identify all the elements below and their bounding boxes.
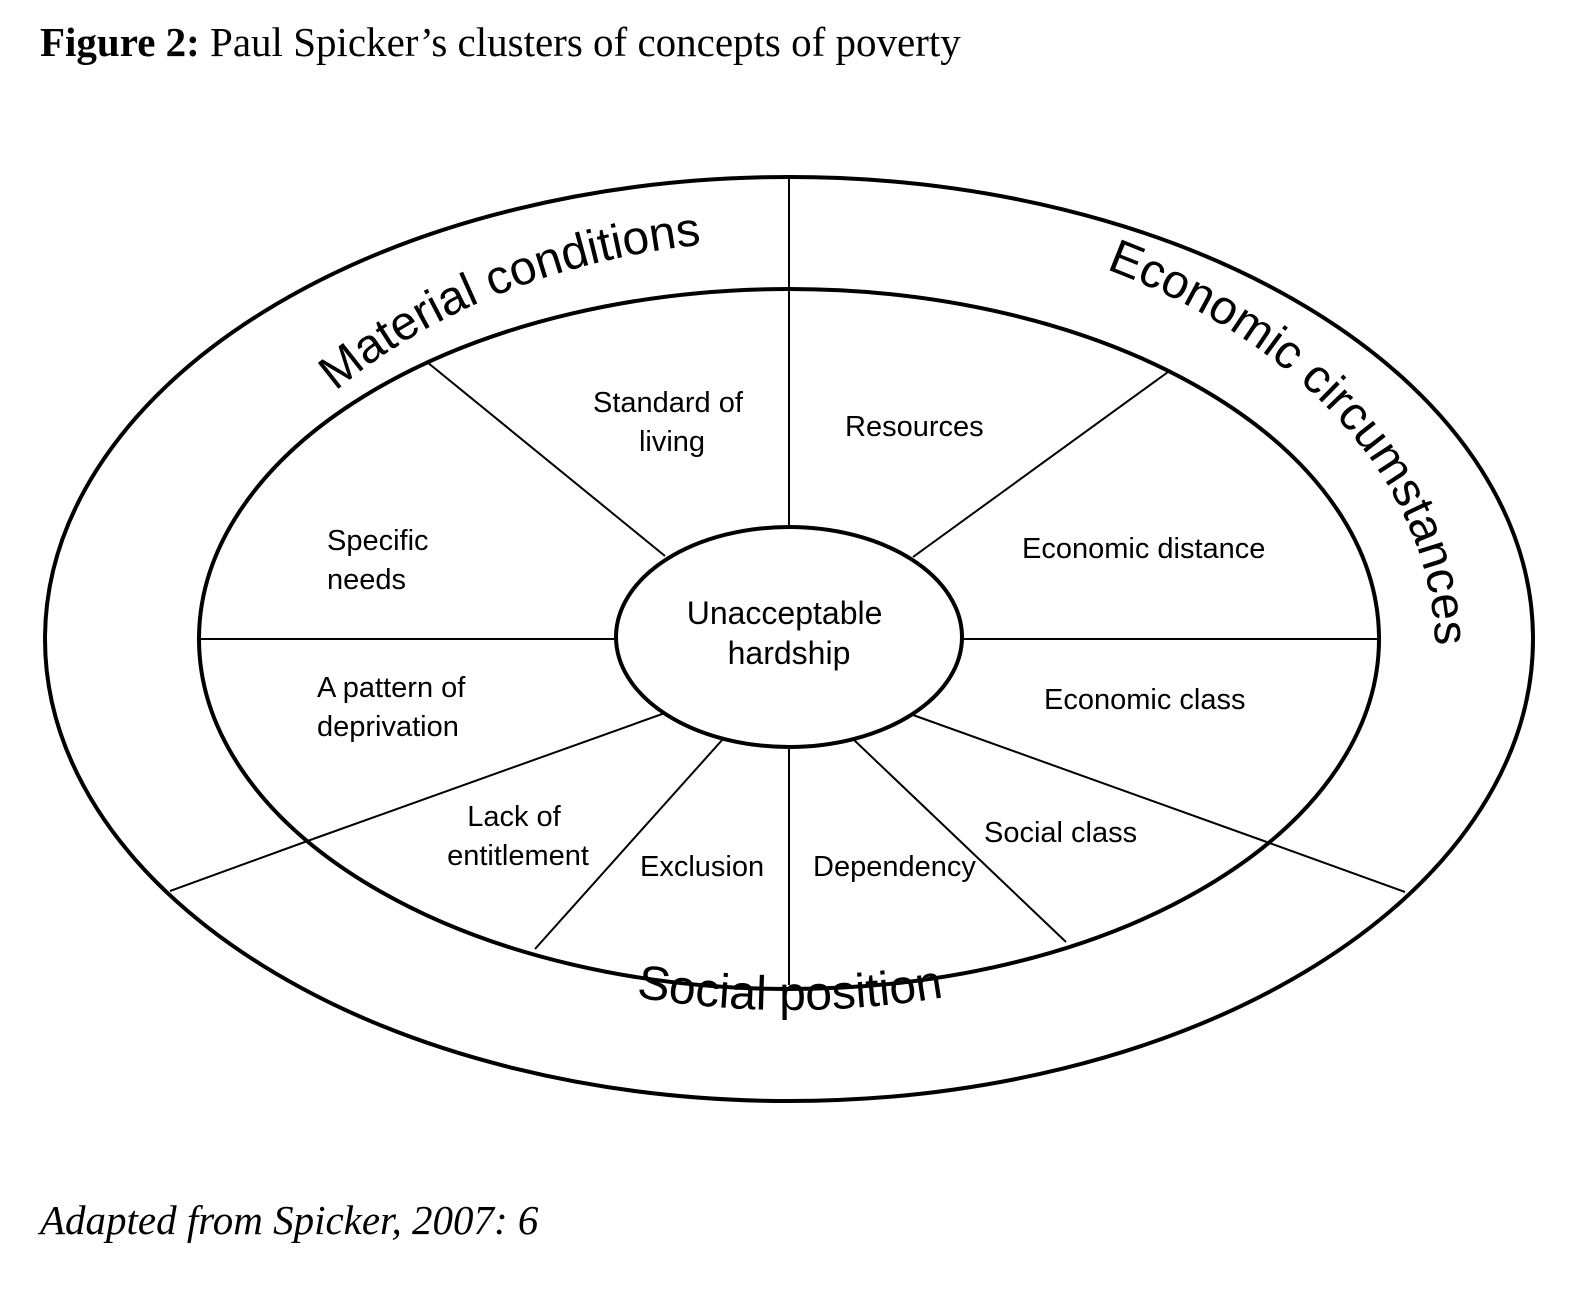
spoke-lower-left — [312, 712, 666, 840]
spoke-bottom-right — [852, 738, 1067, 943]
figure-title-text: Paul Spicker’s clusters of concepts of p… — [210, 19, 961, 65]
center-label-line1: Unacceptable — [687, 595, 883, 631]
center-ellipse — [614, 525, 964, 749]
center-label-line2: hardship — [728, 635, 851, 671]
spoke-upper-left — [426, 361, 666, 557]
segment-lack-of-entitlement: Lack of entitlement — [447, 801, 589, 872]
segment-exclusion: Exclusion — [640, 851, 764, 883]
segment-resources: Resources — [845, 411, 984, 443]
figure-label: Figure 2: — [40, 19, 200, 65]
spoke-bottom-left — [534, 738, 724, 950]
segment-economic-distance: Economic distance — [1022, 533, 1265, 565]
figure-title: Figure 2: Paul Spicker’s clusters of con… — [40, 18, 961, 66]
cluster-economic-circumstances: Economic circumstances — [1102, 230, 1477, 647]
segment-economic-class: Economic class — [1044, 684, 1245, 716]
divider-bottom-right — [1263, 840, 1406, 893]
segment-pattern-of-deprivation: A pattern of deprivation — [317, 672, 473, 743]
figure-source: Adapted from Spicker, 2007: 6 — [40, 1197, 539, 1243]
divider-bottom-left — [169, 838, 314, 892]
segment-specific-needs: Specific needs — [327, 525, 437, 596]
spoke-lower-right — [912, 714, 1265, 842]
segment-social-class: Social class — [984, 817, 1137, 849]
center-label: Unacceptable hardship — [687, 595, 892, 671]
segment-standard-of-living: Standard of living — [593, 387, 751, 458]
spoke-upper-right — [912, 371, 1169, 558]
segment-dependency: Dependency — [813, 851, 976, 883]
cluster-social-position: Social position — [634, 956, 945, 1021]
